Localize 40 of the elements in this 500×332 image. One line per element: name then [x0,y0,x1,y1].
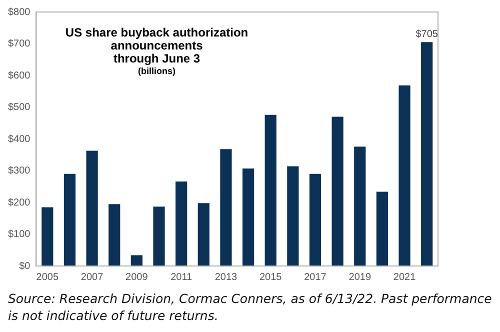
bar [354,146,366,266]
y-tick-label: $0 [19,260,31,272]
data-label: $705 [416,28,438,40]
bar [242,168,254,266]
x-tick-label: 2011 [170,272,193,283]
bar [108,204,120,266]
bar [376,192,388,266]
bar [153,206,165,266]
x-tick-label: 2017 [304,272,327,283]
x-tick-label: 2013 [214,272,238,283]
x-tick-label: 2005 [36,272,59,283]
text: (billions) [138,66,176,76]
bar [86,150,98,266]
bar [130,255,142,266]
y-tick-label: $800 [8,6,31,18]
text: US share buyback authorization announcements through June 3 [65,25,248,66]
bar [42,207,54,266]
bar [264,114,276,266]
bar [287,166,299,266]
bar [220,149,232,266]
bar [421,42,433,266]
x-tick-label: 2015 [259,272,282,283]
y-tick-label: $100 [8,229,31,240]
source-note: Source: Research Division, Cormac Conners, as of 6/13/22. Past performance is not indicative of future returns. [8,290,493,324]
x-tick-label: 2007 [80,272,104,283]
y-tick-label: $600 [8,70,31,82]
bar [64,174,76,266]
bar [198,203,210,266]
bar [309,174,322,266]
y-tick-label: $200 [8,197,31,208]
y-tick-label: $700 [8,38,31,50]
y-tick-label: $300 [8,166,31,176]
bar [398,85,410,266]
x-tick-label: 2021 [393,272,416,283]
y-tick-label: $400 [8,134,31,145]
x-tick-label: 2019 [348,272,372,283]
bar [332,116,344,266]
x-tick-label: 2009 [126,272,148,283]
y-tick-label: $500 [8,102,31,113]
bar [176,182,188,266]
